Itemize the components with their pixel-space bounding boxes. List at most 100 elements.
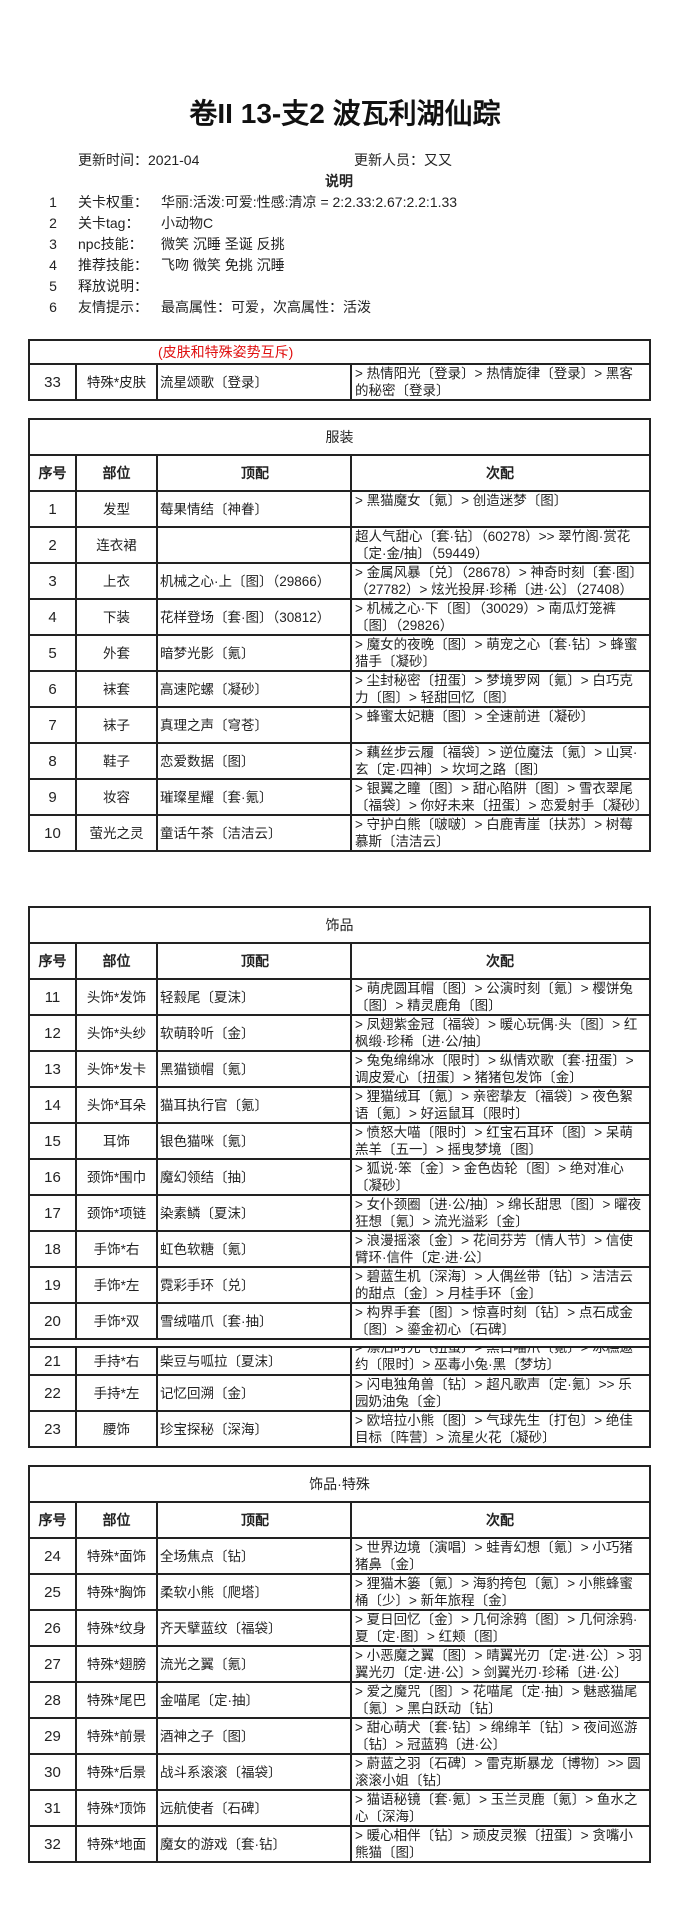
alternatives: > 构界手套〔图〕> 惊喜时刻〔钻〕> 点石成金〔图〕> 鎏金初心〔石碑〕 [355,1305,633,1337]
column-header: 序号 [30,456,77,490]
row-number: 12 [30,1016,77,1050]
column-header: 部位 [77,1503,158,1537]
column-header: 序号 [30,1503,77,1537]
table-row: 5 外套 暗梦光影〔氪〕 > 魔女的夜晚〔图〕> 萌宠之心〔套·钻〕> 蜂蜜猎手… [30,636,649,672]
intro-number: 2 [49,215,57,231]
table-row: 4 下装 花样登场〔套·图〕（30812） > 机械之心·下〔图〕（30029）… [30,600,649,636]
row-number: 6 [30,672,77,706]
row-number: 2 [30,528,77,562]
page-title: 卷II 13-支2 波瓦利湖仙踪 [189,98,501,129]
table-row: 21 手持*右 柴豆与呱拉〔夏沫〕 > 漂泊时光〔扭蛋〕> 黑白喵爪〔氪〕> 冰… [30,1346,649,1376]
table-row: 10 萤光之灵 童话午茶〔洁洁云〕 > 守护白熊〔啵啵〕> 白鹿青崖〔扶苏〕> … [30,816,649,852]
row-number: 26 [30,1611,77,1645]
table-row: 7 袜子 真理之声〔穹苍〕 > 蜂蜜太妃糖〔图〕> 全速前进〔凝砂〕 [30,708,649,744]
table-row: 30 特殊*后景 战斗系滚滚〔福袋〕 > 蔚蓝之羽〔石碑〕> 雷克斯暴龙〔博物〕… [30,1755,649,1791]
top-pick: 雪绒喵爪〔套·抽〕 [158,1304,352,1338]
table-row: 32 特殊*地面 魔女的游戏〔套·钻〕 > 暖心相伴〔钻〕> 顽皮灵猴〔扭蛋〕>… [30,1827,649,1863]
alternatives: > 闪电独角兽〔钻〕> 超凡歌声〔定·氪〕>> 乐园奶油兔〔金〕 [355,1377,632,1409]
slot-name: 头饰*耳朵 [77,1088,158,1122]
slot-name: 头饰*发饰 [77,980,158,1014]
slot-name: 手饰*右 [77,1232,158,1266]
alternatives: > 狸猫绒耳〔氪〕> 亲密挚友〔福袋〕> 夜色絮语〔氪〕> 好运鼠耳〔限时〕 [355,1089,633,1121]
column-header: 顶配 [158,1503,352,1537]
intro-label: npc技能： [78,236,143,252]
slot-name: 妆容 [77,780,158,814]
table-row: 26 特殊*纹身 齐天擘蓝纹〔福袋〕 > 夏日回忆〔金〕> 几何涂鸦〔图〕> 几… [30,1611,649,1647]
header-row: 序号 部位 顶配 次配 [30,456,649,492]
alternatives: > 狸猫木篓〔氪〕> 海豹挎包〔氪〕> 小熊蜂蜜桶〔少〕> 新年旅程〔金〕 [355,1576,633,1608]
intro-label: 释放说明： [78,278,148,294]
section-table: 饰品·特殊 序号 部位 顶配 次配 24 特殊*面饰 全场焦点〔钻〕 > 世界边境〔演唱… [28,1465,651,1863]
alternatives: > 黑猫魔女〔氪〕> 创造迷梦〔图〕 [355,493,568,508]
table-row: 14 头饰*耳朵 猫耳执行官〔氪〕 > 狸猫绒耳〔氪〕> 亲密挚友〔福袋〕> 夜… [30,1088,649,1124]
alternatives: > 蜂蜜太妃糖〔图〕> 全速前进〔凝砂〕 [355,709,595,724]
slot-name: 颈饰*项链 [77,1196,158,1230]
table-row: 23 腰饰 珍宝探秘〔深海〕 > 欧培拉小熊〔图〕> 气球先生〔打包〕> 绝佳目… [30,1412,649,1448]
table-row: 24 特殊*面饰 全场焦点〔钻〕 > 世界边境〔演唱〕> 蛙青幻想〔氪〕> 小巧… [30,1539,649,1575]
table-row: 3 上衣 机械之心·上〔图〕（29866） > 金属风暴〔兑〕（28678）> … [30,564,649,600]
table-row: 13 头饰*发卡 黑猫锁帽〔氪〕 > 兔兔绵绵冰〔限时〕> 纵情欢歌〔套·扭蛋〕… [30,1052,649,1088]
column-header: 次配 [486,1511,514,1528]
table-row: 9 妆容 璀璨星耀〔套·氪〕 > 银翼之瞳〔图〕> 甜心陷阱〔图〕> 雪衣翠尾〔… [30,780,649,816]
row-number: 14 [30,1088,77,1122]
alternatives: > 热情阳光〔登录〕> 热情旋律〔登录〕> 黑客的秘密〔登录〕 [355,366,633,398]
alternatives: > 凤翅紫金冠〔福袋〕> 暖心玩偶·头〔图〕> 红枫缎·珍稀〔进·公/抽〕 [355,1017,638,1049]
alternatives: > 世界边境〔演唱〕> 蛙青幻想〔氪〕> 小巧猪猪鼻〔金〕 [355,1540,633,1572]
row-number: 10 [30,816,77,850]
table-row: 6 袜套 高速陀螺〔凝砂〕 > 尘封秘密〔扭蛋〕> 梦境罗网〔氪〕> 白巧克力〔… [30,672,649,708]
alternatives: > 猫语秘镜〔套·氪〕> 玉兰灵鹿〔氪〕> 鱼水之心〔深海〕 [355,1792,638,1824]
table-row: 15 耳饰 银色猫咪〔氪〕 > 愤怒大喵〔限时〕> 红宝石耳环〔图〕> 呆萌羔羊… [30,1124,649,1160]
row-number: 25 [30,1575,77,1609]
alternatives: > 小恶魔之翼〔图〕> 晴翼光刃〔定·进·公〕> 羽翼光刃〔定·进·公〕> 剑翼… [355,1648,642,1680]
slot-name: 袜套 [77,672,158,706]
top-pick: 流光之翼〔氪〕 [158,1647,352,1681]
slot-name: 萤光之灵 [77,816,158,850]
top-pick: 霓彩手环〔兑〕 [158,1268,352,1302]
row-number: 16 [30,1160,77,1194]
row-number: 32 [30,1827,77,1861]
alternatives: 超人气甜心〔套·钻〕（60278）>> 翠竹阁·赏花〔定·金/抽〕（59449） [355,529,631,561]
alternatives: > 蔚蓝之羽〔石碑〕> 雷克斯暴龙〔博物〕>> 圆滚滚小姐〔钻〕 [355,1756,641,1788]
top-pick: 暗梦光影〔氪〕 [158,636,352,670]
skin-note: (皮肤和特殊姿势互斥) [158,343,294,360]
top-pick: 齐天擘蓝纹〔福袋〕 [158,1611,352,1645]
slot-name: 耳饰 [77,1124,158,1158]
intro-value: 飞吻 微笑 免挑 沉睡 [161,257,285,273]
top-pick: 全场焦点〔钻〕 [158,1539,352,1573]
intro-label: 关卡tag： [78,215,140,231]
slot-name: 袜子 [77,708,158,742]
row-number: 29 [30,1719,77,1753]
table-row: 16 颈饰*围巾 魔幻领结〔抽〕 > 狐说·笨〔金〕> 金色齿轮〔图〕> 绝对准… [30,1160,649,1196]
table-row: 17 颈饰*项链 染素鳞〔夏沫〕 > 女仆颈圈〔进·公/抽〕> 绵长甜思〔图〕>… [30,1196,649,1232]
table-row: 31 特殊*顶饰 远航使者〔石碑〕 > 猫语秘镜〔套·氪〕> 玉兰灵鹿〔氪〕> … [30,1791,649,1827]
slot-name: 颈饰*围巾 [77,1160,158,1194]
row-number: 21 [30,1348,77,1374]
alternatives: > 欧培拉小熊〔图〕> 气球先生〔打包〕> 绝佳目标〔阵营〕> 流星火花〔凝砂〕 [355,1413,633,1445]
row-number: 7 [30,708,77,742]
alternatives: > 暖心相伴〔钻〕> 顽皮灵猴〔扭蛋〕> 贪嘴小熊猫〔图〕 [355,1828,633,1860]
top-pick: 金喵尾〔定·抽〕 [158,1683,352,1717]
table-row: 12 头饰*头纱 软萌聆听〔金〕 > 凤翅紫金冠〔福袋〕> 暖心玩偶·头〔图〕>… [30,1016,649,1052]
top-pick: 记忆回溯〔金〕 [158,1376,352,1410]
top-pick: 黑猫锁帽〔氪〕 [158,1052,352,1086]
intro-number: 3 [49,236,57,252]
alternatives: > 夏日回忆〔金〕> 几何涂鸦〔图〕> 几何涂鸦·夏〔定·图〕> 红颊〔图〕 [355,1612,638,1644]
slot-name: 特殊*翅膀 [77,1647,158,1681]
slot-name: 手饰*双 [77,1304,158,1338]
slot-name: 特殊*胸饰 [77,1575,158,1609]
section-title: 饰品 [30,908,649,944]
slot-name: 特殊*顶饰 [77,1791,158,1825]
column-header: 顶配 [158,456,352,490]
slot-name: 特殊*皮肤 [77,365,158,399]
top-pick [158,528,352,562]
top-pick: 虹色软糖〔氪〕 [158,1232,352,1266]
alternatives: > 爱之魔咒〔图〕> 花喵尾〔定·抽〕> 魅惑猫尾〔氪〕> 黑白跃动〔钻〕 [355,1684,638,1716]
slot-name: 上衣 [77,564,158,598]
alternatives: > 藕丝步云履〔福袋〕> 逆位魔法〔氪〕> 山冥·玄〔定·四神〕> 坎坷之路〔图… [355,745,638,777]
table-row: 29 特殊*前景 酒神之子〔图〕 > 甜心萌犬〔套·钻〕> 绵绵羊〔钻〕> 夜间… [30,1719,649,1755]
top-pick: 软萌聆听〔金〕 [158,1016,352,1050]
top-pick: 魔女的游戏〔套·钻〕 [158,1827,352,1861]
top-pick: 花样登场〔套·图〕（30812） [158,600,352,634]
alternatives: > 碧蓝生机〔深海〕> 人偶丝带〔钻〕> 洁洁云的甜点〔金〕> 月桂手环〔金〕 [355,1269,633,1301]
alternatives: > 机械之心·下〔图〕（30029）> 南瓜灯笼裤〔图〕（29826） [355,601,617,633]
